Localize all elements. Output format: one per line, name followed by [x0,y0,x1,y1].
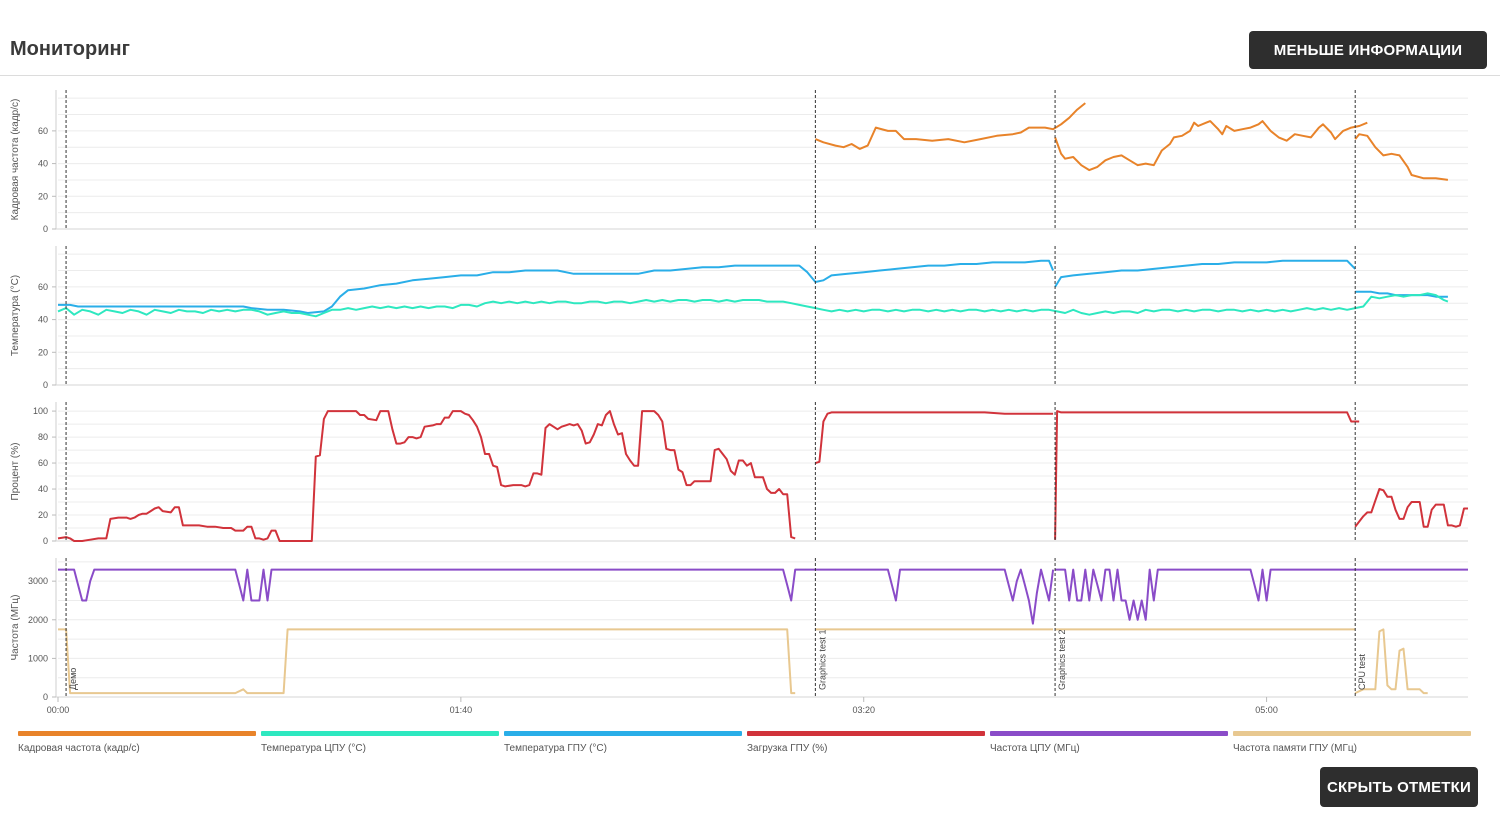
less-info-button[interactable]: МЕНЬШЕ ИНФОРМАЦИИ [1249,31,1487,69]
legend-label: Температура ГПУ (°C) [504,743,607,754]
y-tick-label: 0 [43,380,48,390]
legend-item[interactable]: Частота памяти ГПУ (МГц) [1233,731,1471,754]
marker-label: CPU test [1357,653,1367,690]
legend-item[interactable]: Частота ЦПУ (МГц) [990,731,1228,754]
x-tick-label: 03:20 [852,705,875,715]
page-title: Мониторинг [10,38,130,60]
x-tick-label: 00:00 [47,705,70,715]
y-tick-label: 40 [38,159,48,169]
series-line [815,411,1054,465]
x-tick-label: 01:40 [450,705,473,715]
legend-label: Частота памяти ГПУ (МГц) [1233,743,1357,754]
y-tick-label: 80 [38,432,48,442]
series-line [1055,568,1468,621]
y-tick-label: 60 [38,458,48,468]
marker-label: Graphics test 1 [817,629,827,690]
legend-label: Температура ЦПУ (°C) [261,743,366,754]
series-line [1354,488,1468,528]
legend-swatch [990,731,1228,736]
y-axis-label: Температура (°C) [10,275,21,356]
legend-item[interactable]: Температура ЦПУ (°C) [261,731,499,754]
legend-swatch [1233,731,1471,736]
series-line [815,102,1086,150]
legend-swatch [18,731,256,736]
y-tick-label: 20 [38,510,48,520]
marker-label: Демо [68,668,78,690]
legend-label: Частота ЦПУ (МГц) [990,743,1080,754]
legend-label: Загрузка ГПУ (%) [747,743,828,754]
series-line [57,292,1449,318]
series-line [1354,133,1449,181]
y-tick-label: 60 [38,282,48,292]
series-line [57,410,796,542]
legend-swatch [504,731,742,736]
x-tick-label: 05:00 [1255,705,1278,715]
y-tick-label: 2000 [28,615,48,625]
y-axis-label: Частота (МГц) [10,595,21,661]
header: Мониторинг МЕНЬШЕ ИНФОРМАЦИИ [0,0,1500,76]
series-line [58,568,1055,625]
y-tick-label: 40 [38,484,48,494]
y-tick-label: 100 [33,406,48,416]
legend-item[interactable]: Загрузка ГПУ (%) [747,731,985,754]
legend-item[interactable]: Температура ГПУ (°C) [504,731,742,754]
hide-marks-button[interactable]: СКРЫТЬ ОТМЕТКИ [1320,767,1478,807]
monitoring-chart: 0 20 40 60 Кадровая частота (кадр/с) 0 20 40 60 Т… [10,90,1468,715]
y-tick-label: 20 [38,347,48,357]
y-tick-label: 40 [38,315,48,325]
y-axis-label: Процент (%) [10,443,21,501]
panel-2: 0 20 40 60 Температура (°C) [10,246,1468,390]
series-line [58,259,1055,314]
y-tick-label: 0 [43,224,48,234]
y-tick-label: 0 [43,692,48,702]
y-tick-label: 3000 [28,576,48,586]
y-tick-label: 20 [38,191,48,201]
panel-1: 0 20 40 60 Кадровая частота (кадр/с) [10,90,1468,234]
legend-label: Кадровая частота (кадр/с) [18,743,140,754]
legend-swatch [261,731,499,736]
series-line [1054,120,1368,172]
series-line [1354,628,1428,695]
y-tick-label: 60 [38,126,48,136]
panel-3: 0 20 40 60 80 100 Процент (%) [10,402,1468,546]
panel-4: 0 1000 2000 3000 Частота (МГц) [10,558,1468,702]
marker-label: Graphics test 2 [1057,629,1067,690]
series-line [58,628,796,695]
y-tick-label: 0 [43,536,48,546]
y-tick-label: 1000 [28,653,48,663]
series-line [1054,410,1360,540]
series-line [1054,259,1356,288]
legend-swatch [747,731,985,736]
legend: Кадровая частота (кадр/с) Температура ЦПУ… [18,731,1478,761]
y-axis-label: Кадровая частота (кадр/с) [10,99,21,221]
legend-item[interactable]: Кадровая частота (кадр/с) [18,731,256,754]
